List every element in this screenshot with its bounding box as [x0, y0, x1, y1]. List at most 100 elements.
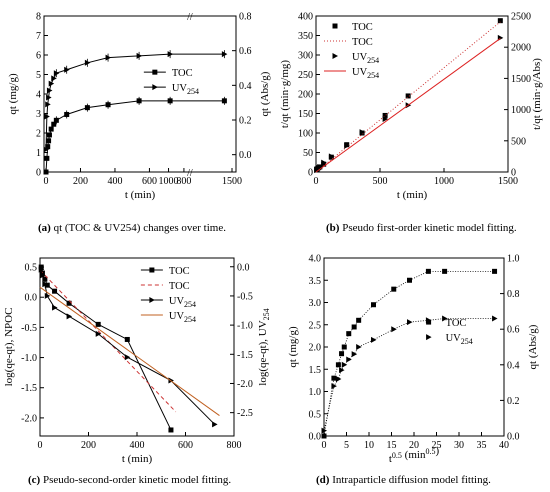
x-tick-label: 500	[373, 176, 388, 187]
x-axis-label: t (min)	[397, 189, 428, 201]
series-line	[40, 269, 215, 425]
data-point	[339, 367, 345, 374]
series-toc-0	[43, 96, 227, 175]
x-tick-label: 1000	[159, 176, 179, 187]
y-tick-label: 3	[36, 109, 41, 120]
x-tick-label: 15	[387, 440, 397, 451]
legend-marker	[152, 84, 158, 91]
data-point	[44, 113, 50, 120]
y-right-tick-label: 0.4	[507, 360, 520, 371]
series-toc-1	[39, 269, 177, 413]
y-tick-label: 100	[298, 129, 313, 140]
y-right-tick-label: -2.0	[237, 379, 253, 390]
caption-a-text: qt (TOC & UV254) changes over time.	[53, 222, 226, 234]
legend: TOC UV254	[143, 68, 199, 96]
plot-frame	[323, 257, 505, 437]
y-right-tick-label: 0	[511, 168, 516, 179]
data-point	[38, 264, 44, 270]
x-axis-label: t (min)	[125, 189, 156, 201]
caption-c-letter: (c)	[28, 474, 41, 486]
data-point	[359, 129, 366, 136]
y-tick-label: 1.0	[309, 387, 322, 398]
y-right-tick-label: 0.2	[239, 116, 252, 127]
y-tick-label: 0.5	[309, 409, 322, 420]
x-tick-label: 600	[178, 440, 193, 451]
data-point	[346, 356, 352, 363]
series-line	[323, 318, 495, 431]
data-point	[351, 351, 358, 358]
data-point	[212, 421, 218, 428]
y-axis-label: qt (mg/g)	[7, 73, 19, 115]
legend-label: UV254	[172, 83, 199, 96]
series-uv254-1	[43, 50, 228, 153]
x-tick-label: 5	[344, 440, 349, 451]
y-tick-label: 300	[298, 51, 313, 62]
panel-d: 0 5 10 15 20 25 30 35 400.00.51.01.52.02.53.03.5…	[287, 254, 539, 466]
y-tick-label: 1.5	[309, 365, 322, 376]
data-point	[95, 330, 102, 337]
panel-b: 0 500 1000 15000501001502002503003504000500…	[279, 12, 543, 202]
series-line	[45, 100, 225, 173]
series-uv254-3	[39, 286, 220, 416]
y-right-tick-label: 500	[511, 136, 526, 147]
data-point	[45, 101, 51, 108]
x-axis-label: t (min)	[122, 453, 153, 465]
y-tick-label: 8	[36, 12, 41, 23]
y-right-tick-label: -2.5	[237, 408, 253, 419]
data-point	[331, 383, 337, 390]
y-right-tick-label: 0.0	[507, 432, 520, 443]
data-point	[321, 433, 327, 439]
y-right-tick-label: -1.5	[237, 350, 253, 361]
data-point	[356, 344, 362, 350]
y-tick-label: -2.0	[21, 413, 37, 424]
x-tick-label: 30	[454, 440, 464, 451]
legend-marker	[152, 69, 158, 75]
data-point	[371, 336, 377, 343]
y-right-tick-label: 0.2	[507, 396, 520, 407]
fit-line	[39, 286, 220, 416]
caption-b: (b) Pseudo first-order kinetic model fit…	[326, 222, 517, 234]
y-right-tick-label: 0.4	[239, 81, 252, 92]
series-uv254-1	[321, 315, 498, 434]
data-point	[95, 321, 101, 327]
data-point	[66, 300, 72, 306]
data-point	[391, 326, 397, 333]
y-tick-label: 0	[308, 168, 313, 179]
data-point	[351, 324, 357, 330]
data-point	[124, 354, 131, 361]
y-right-tick-label: -1.0	[237, 321, 253, 332]
y-tick-label: 0	[36, 168, 41, 179]
x-tick-label: 400	[130, 440, 145, 451]
data-point	[48, 80, 55, 87]
data-point	[46, 138, 52, 144]
data-point	[442, 268, 448, 274]
legend-label: TOC	[169, 281, 190, 292]
y-tick-label: 50	[303, 148, 313, 159]
legend-label: UV254	[352, 52, 379, 65]
y-right-tick-label: 1000	[511, 105, 531, 116]
legend-label: TOC	[446, 318, 467, 329]
data-point	[321, 159, 327, 166]
caption-d-text: Intraparticle diffusion model fitting.	[332, 474, 491, 486]
data-point	[42, 276, 48, 282]
x-tick-label: 800	[176, 176, 191, 187]
data-point	[405, 93, 411, 99]
y-right-tick-label: 2500	[511, 12, 531, 23]
x-tick-label: 0	[38, 440, 43, 451]
x-tick-label: 600	[142, 176, 157, 187]
y-tick-label: 0.0	[25, 293, 38, 304]
caption-c-text: Pseudo-second-order kinetic model fittin…	[42, 474, 232, 486]
data-point	[45, 144, 51, 150]
data-point	[346, 331, 352, 337]
plot-frame	[39, 257, 235, 437]
y-right-tick-label: 0.8	[507, 289, 520, 300]
y-right-tick-label: 1500	[511, 74, 531, 85]
data-point	[52, 304, 58, 311]
data-point	[344, 142, 350, 149]
y-right-axis-label: t/qt (min·g/Abs)	[531, 58, 543, 130]
data-point	[407, 319, 413, 326]
caption-b-text: Pseudo first-order kinetic model fitting…	[342, 222, 517, 234]
x-tick-label: 1500	[498, 176, 518, 187]
y-tick-label: 5	[36, 70, 41, 81]
